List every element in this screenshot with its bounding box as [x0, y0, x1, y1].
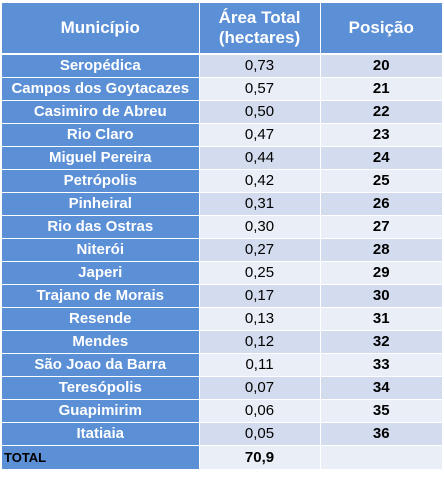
cell-area: 0,27	[199, 238, 321, 262]
header-municipio: Município	[2, 3, 200, 55]
total-label: TOTAL	[2, 445, 200, 470]
cell-municipio: Pinheiral	[2, 192, 200, 216]
cell-municipio: Casimiro de Abreu	[2, 100, 200, 124]
cell-area: 0,42	[199, 169, 321, 193]
cell-posicao: 36	[320, 422, 442, 446]
header-area-line2: (hectares)	[218, 28, 301, 47]
cell-posicao: 21	[320, 77, 442, 101]
cell-posicao: 26	[320, 192, 442, 216]
cell-posicao: 23	[320, 123, 442, 147]
table-row: Miguel Pereira 0,44 24	[2, 146, 442, 170]
table-row: Rio das Ostras 0,30 27	[2, 215, 442, 239]
cell-municipio: Mendes	[2, 330, 200, 354]
cell-posicao: 27	[320, 215, 442, 239]
cell-area: 0,31	[199, 192, 321, 216]
table-row: Petrópolis 0,42 25	[2, 169, 442, 193]
cell-municipio: Itatiaia	[2, 422, 200, 446]
table-row: Japeri 0,25 29	[2, 261, 442, 285]
cell-area: 0,17	[199, 284, 321, 308]
cell-posicao: 31	[320, 307, 442, 331]
cell-posicao: 25	[320, 169, 442, 193]
cell-municipio: Campos dos Goytacazes	[2, 77, 200, 101]
cell-area: 0,12	[199, 330, 321, 354]
table-row: Casimiro de Abreu 0,50 22	[2, 100, 442, 124]
table-row: Rio Claro 0,47 23	[2, 123, 442, 147]
cell-area: 0,57	[199, 77, 321, 101]
cell-municipio: Teresópolis	[2, 376, 200, 400]
cell-posicao: 33	[320, 353, 442, 377]
table-body: Seropédica 0,73 20 Campos dos Goytacazes…	[2, 54, 442, 470]
header-posicao: Posição	[320, 3, 442, 55]
cell-posicao: 20	[320, 54, 442, 78]
cell-posicao: 35	[320, 399, 442, 423]
cell-posicao: 34	[320, 376, 442, 400]
cell-municipio: Japeri	[2, 261, 200, 285]
table-row: Teresópolis 0,07 34	[2, 376, 442, 400]
cell-area: 0,47	[199, 123, 321, 147]
header-area-line1: Área Total	[218, 8, 301, 27]
cell-posicao: 22	[320, 100, 442, 124]
cell-area: 0,44	[199, 146, 321, 170]
total-area: 70,9	[199, 445, 321, 470]
cell-municipio: Resende	[2, 307, 200, 331]
cell-area: 0,13	[199, 307, 321, 331]
cell-area: 0,25	[199, 261, 321, 285]
table-row: Trajano de Morais 0,17 30	[2, 284, 442, 308]
table-row: Mendes 0,12 32	[2, 330, 442, 354]
cell-area: 0,11	[199, 353, 321, 377]
cell-area: 0,06	[199, 399, 321, 423]
total-posicao	[320, 445, 442, 470]
cell-posicao: 28	[320, 238, 442, 262]
cell-municipio: Rio das Ostras	[2, 215, 200, 239]
cell-municipio: Petrópolis	[2, 169, 200, 193]
cell-area: 0,50	[199, 100, 321, 124]
header-row: Município Área Total (hectares) Posição	[2, 3, 442, 55]
table-row: Campos dos Goytacazes 0,57 21	[2, 77, 442, 101]
cell-posicao: 32	[320, 330, 442, 354]
table-row: Resende 0,13 31	[2, 307, 442, 331]
municipios-table: Município Área Total (hectares) Posição …	[2, 3, 442, 470]
cell-posicao: 29	[320, 261, 442, 285]
cell-municipio: Guapimirim	[2, 399, 200, 423]
cell-municipio: Niterói	[2, 238, 200, 262]
cell-area: 0,30	[199, 215, 321, 239]
header-area-total: Área Total (hectares)	[199, 3, 321, 55]
table-row: Niterói 0,27 28	[2, 238, 442, 262]
cell-area: 0,05	[199, 422, 321, 446]
table-row: Itatiaia 0,05 36	[2, 422, 442, 446]
cell-area: 0,07	[199, 376, 321, 400]
table-row: Guapimirim 0,06 35	[2, 399, 442, 423]
cell-municipio: Miguel Pereira	[2, 146, 200, 170]
cell-municipio: São Joao da Barra	[2, 353, 200, 377]
table-row: Pinheiral 0,31 26	[2, 192, 442, 216]
table-row: Seropédica 0,73 20	[2, 54, 442, 78]
table-row: São Joao da Barra 0,11 33	[2, 353, 442, 377]
cell-municipio: Trajano de Morais	[2, 284, 200, 308]
cell-posicao: 24	[320, 146, 442, 170]
cell-posicao: 30	[320, 284, 442, 308]
cell-municipio: Rio Claro	[2, 123, 200, 147]
cell-area: 0,73	[199, 54, 321, 78]
cell-municipio: Seropédica	[2, 54, 200, 78]
total-row: TOTAL 70,9	[2, 445, 442, 470]
